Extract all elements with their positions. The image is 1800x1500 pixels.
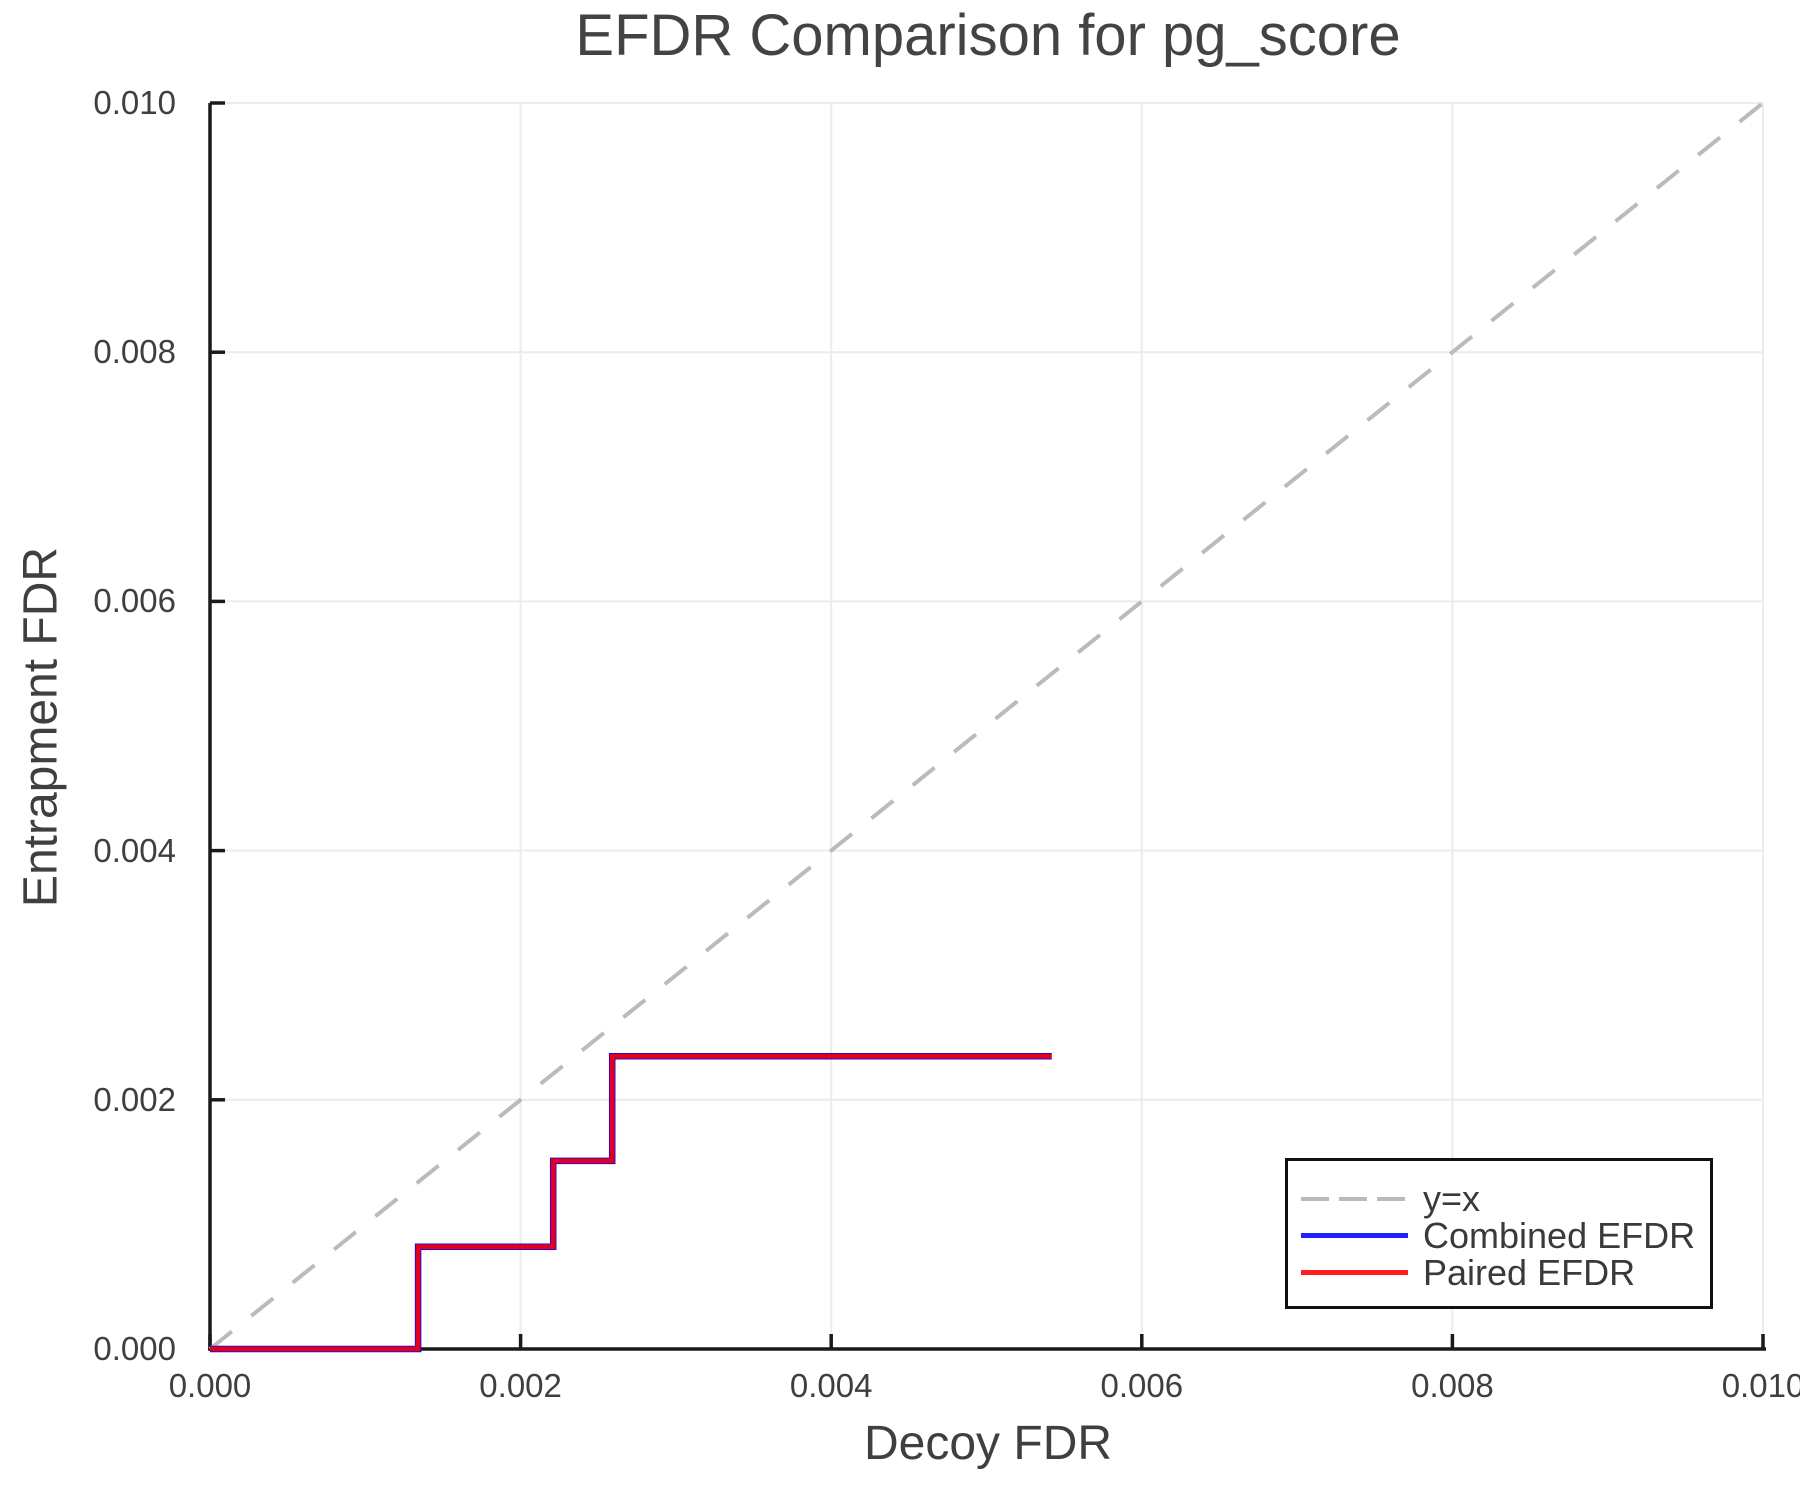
y-tick-label-4: 0.008	[93, 333, 176, 371]
y-tick-label-5: 0.010	[93, 84, 176, 121]
legend-swatch-combined-line	[1301, 1232, 1408, 1239]
legend-swatch-dashed-line	[1301, 1196, 1408, 1201]
legend-box: y=x Combined EFDR Paired EFDR	[1285, 1158, 1713, 1309]
legend-row-combined: Combined EFDR	[1288, 1214, 1710, 1256]
chart-title: EFDR Comparison for pg_score	[575, 3, 1401, 68]
x-tick-label-5: 0.010	[1721, 1367, 1800, 1404]
x-axis-label: Decoy FDR	[863, 1417, 1113, 1470]
x-tick-label-0: 0.000	[168, 1367, 252, 1404]
x-tick-label-4: 0.008	[1411, 1367, 1494, 1404]
y-tick-label-1: 0.002	[93, 1080, 176, 1118]
x-tick-label-2: 0.004	[789, 1367, 873, 1404]
legend-row-yx: y=x	[1288, 1177, 1710, 1219]
x-tick-label-1: 0.002	[479, 1367, 562, 1404]
legend-label-paired: Paired EFDR	[1423, 1251, 1636, 1293]
y-tick-label-3: 0.006	[93, 582, 176, 620]
yx-reference-line	[208, 101, 1765, 1351]
legend-swatch-paired-line	[1301, 1269, 1408, 1276]
legend-label-yx: y=x	[1423, 1177, 1481, 1219]
legend-row-paired: Paired EFDR	[1288, 1251, 1710, 1293]
y-tick-label-2: 0.004	[93, 831, 176, 869]
x-tick-label-3: 0.006	[1100, 1367, 1184, 1404]
y-tick-label-0: 0.000	[93, 1330, 176, 1367]
paired-efdr-line	[210, 1053, 1052, 1352]
legend-label-combined: Combined EFDR	[1423, 1214, 1696, 1256]
